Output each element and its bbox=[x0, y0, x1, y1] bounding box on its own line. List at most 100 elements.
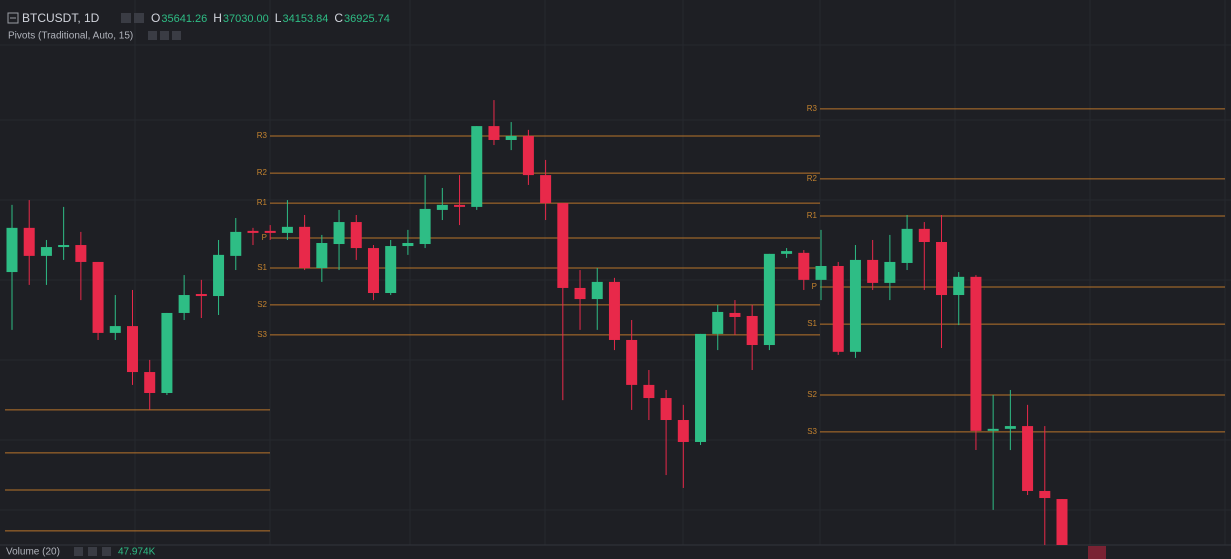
candle-body bbox=[763, 253, 775, 346]
candle-body bbox=[660, 398, 672, 421]
candle-body bbox=[6, 227, 18, 273]
candle-body bbox=[712, 311, 724, 334]
pivot-label: R3 bbox=[257, 131, 268, 140]
candle-body bbox=[540, 175, 552, 204]
candle-body bbox=[281, 226, 293, 233]
candle-body bbox=[436, 204, 448, 210]
header-button[interactable] bbox=[121, 13, 131, 23]
candle-body bbox=[1004, 426, 1016, 429]
pivot-label: R1 bbox=[807, 211, 818, 220]
candle-body bbox=[40, 247, 52, 256]
ohlc-label: C bbox=[334, 11, 343, 25]
candle-body bbox=[471, 126, 483, 207]
candle-body bbox=[953, 276, 965, 296]
candle-body bbox=[884, 261, 896, 283]
candle-body bbox=[402, 243, 414, 247]
pivot-label: R2 bbox=[807, 174, 818, 183]
ohlc-label: H bbox=[213, 11, 222, 25]
volume-title: Volume (20) bbox=[6, 547, 60, 558]
pivot-label: R3 bbox=[807, 104, 818, 113]
candle-body bbox=[643, 384, 655, 399]
candle-body bbox=[695, 333, 707, 442]
candle-body bbox=[626, 339, 638, 385]
volume-button[interactable] bbox=[88, 547, 97, 556]
candle-body bbox=[522, 135, 534, 176]
candle-body bbox=[574, 287, 586, 300]
candle-body bbox=[970, 276, 982, 431]
volume-button[interactable] bbox=[102, 547, 111, 556]
ohlc-label: L bbox=[275, 11, 282, 25]
pivot-label: R1 bbox=[257, 198, 268, 207]
ohlc-value: 34153.84 bbox=[282, 13, 328, 25]
ohlc-value: 35641.26 bbox=[161, 13, 207, 25]
pivot-label: S2 bbox=[807, 390, 817, 399]
candle-body bbox=[746, 315, 758, 346]
candle-body bbox=[299, 226, 311, 269]
candle-body bbox=[264, 230, 276, 233]
candle-body bbox=[178, 295, 190, 313]
candle-body bbox=[849, 259, 861, 352]
candle-body bbox=[161, 312, 173, 393]
candle-body bbox=[608, 281, 620, 340]
candle-body bbox=[350, 222, 362, 249]
indicator-title: Pivots (Traditional, Auto, 15) bbox=[8, 31, 133, 42]
indicator-button[interactable] bbox=[172, 31, 181, 40]
symbol-title: BTCUSDT, 1D bbox=[22, 11, 100, 25]
candle-body bbox=[109, 326, 121, 333]
candle-body bbox=[815, 265, 827, 280]
candle-body bbox=[247, 230, 259, 233]
candle-body bbox=[454, 204, 466, 207]
candle-body bbox=[1022, 426, 1034, 491]
candle-body bbox=[918, 228, 930, 242]
volume-button[interactable] bbox=[74, 547, 83, 556]
candle-body bbox=[832, 265, 844, 352]
candle-body bbox=[195, 294, 207, 297]
candle-body bbox=[1039, 490, 1051, 499]
pivot-label: S1 bbox=[257, 263, 267, 272]
candle-body bbox=[677, 420, 689, 442]
candle-body bbox=[1056, 499, 1068, 545]
ohlc-value: 37030.00 bbox=[223, 13, 269, 25]
candle-body bbox=[333, 222, 345, 245]
pivot-label: P bbox=[262, 233, 267, 242]
candle-body bbox=[75, 245, 87, 262]
volume-value: 47.974K bbox=[118, 547, 156, 558]
candle-body bbox=[798, 252, 810, 280]
indicator-button[interactable] bbox=[160, 31, 169, 40]
candle-body bbox=[213, 254, 225, 297]
candle-body bbox=[367, 248, 379, 294]
collapse-icon[interactable] bbox=[7, 12, 19, 24]
ohlc-label: O bbox=[151, 11, 160, 25]
candle-body bbox=[144, 372, 156, 393]
pivots: R3 R2 R1 P S1 S2 S3 R3 R2 R1 P S1 S2 S3 bbox=[5, 104, 1225, 532]
grid bbox=[0, 0, 1231, 545]
pivot-label: S3 bbox=[807, 427, 817, 436]
candle-body bbox=[23, 227, 35, 256]
pivot-label: P bbox=[812, 282, 817, 291]
candle-body bbox=[901, 228, 913, 263]
candle-body bbox=[126, 326, 138, 373]
candle-body bbox=[419, 208, 431, 245]
candle-body bbox=[488, 126, 500, 140]
header-button[interactable] bbox=[134, 13, 144, 23]
volume-bar bbox=[1088, 546, 1106, 559]
candle-body bbox=[936, 242, 948, 296]
candle-body bbox=[230, 231, 242, 256]
candle-body bbox=[385, 246, 397, 294]
candle-body bbox=[92, 261, 104, 333]
pivot-label: R2 bbox=[257, 168, 268, 177]
candle-body bbox=[591, 281, 603, 300]
candle-body bbox=[729, 312, 741, 317]
indicator-button[interactable] bbox=[148, 31, 157, 40]
ohlc-value: 36925.74 bbox=[344, 13, 390, 25]
candle-body bbox=[316, 243, 328, 269]
candles bbox=[6, 100, 1068, 545]
pivot-label: S1 bbox=[807, 319, 817, 328]
candle-body bbox=[58, 245, 70, 248]
ohlc-header: O 35641.26 H 37030.00 L 34153.84 C 36925.74 bbox=[151, 11, 390, 25]
candle-body bbox=[987, 428, 999, 431]
candle-body bbox=[557, 203, 569, 288]
candle-body bbox=[505, 135, 517, 140]
pivot-label: S2 bbox=[257, 300, 267, 309]
